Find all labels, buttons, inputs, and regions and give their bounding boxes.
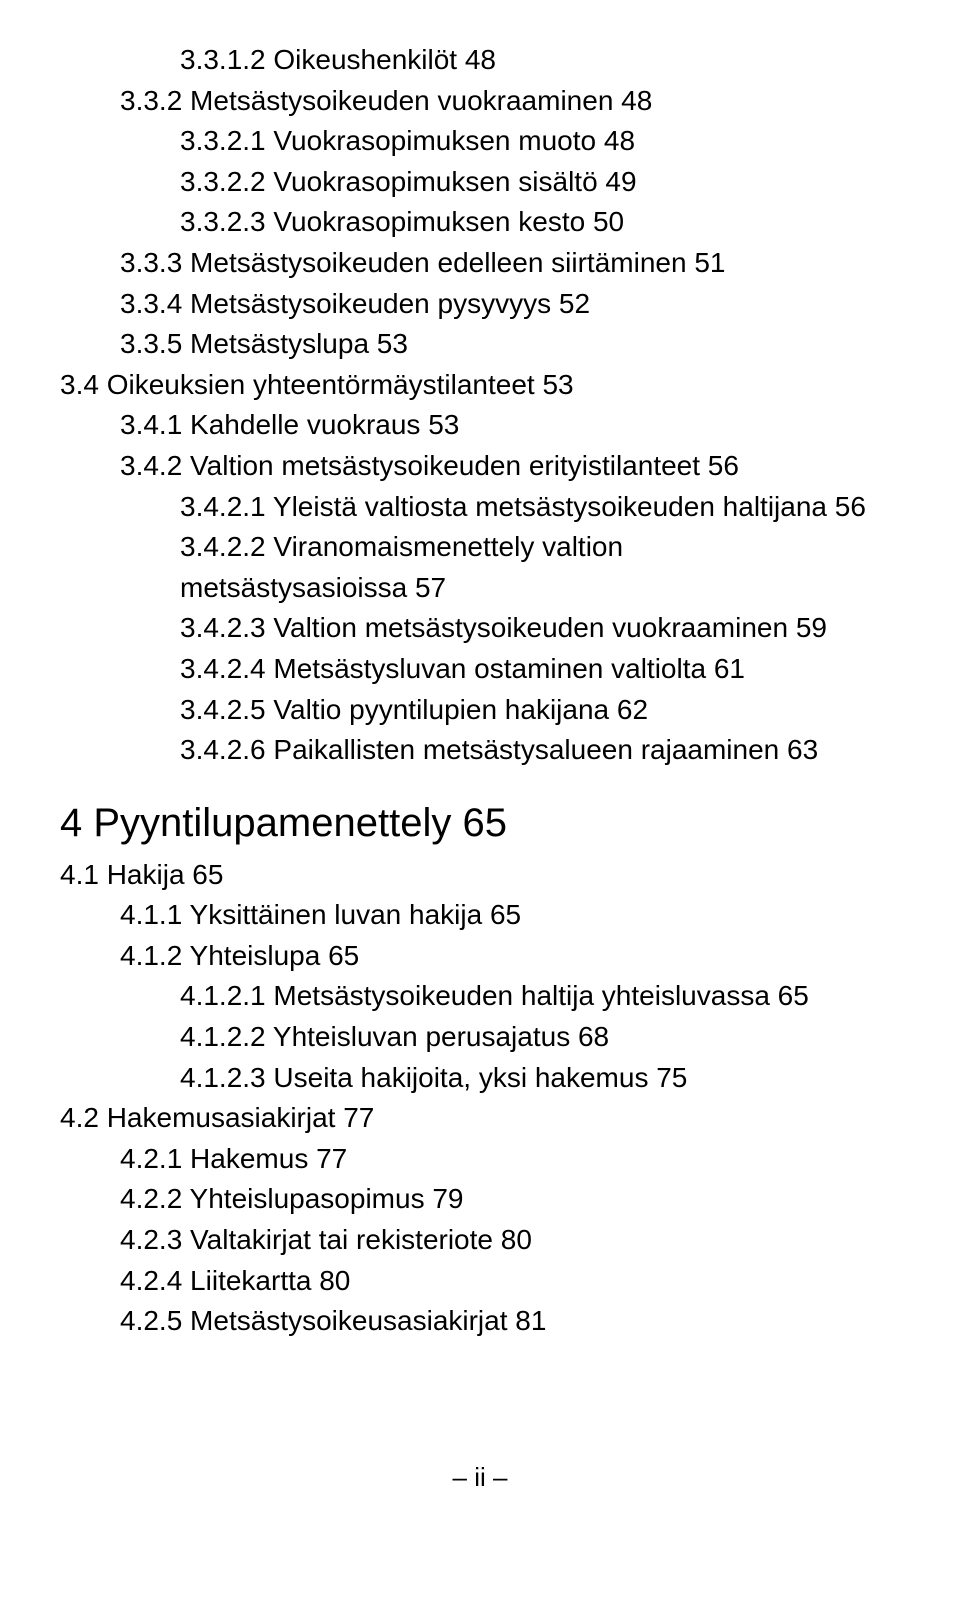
- toc-entry: 3.4.1 Kahdelle vuokraus 53: [60, 405, 900, 446]
- toc-entry: 3.4.2.6 Paikallisten metsästysalueen raj…: [60, 730, 900, 771]
- toc-entry: 3.3.3 Metsästysoikeuden edelleen siirtäm…: [60, 243, 900, 284]
- toc-entry: 3.4.2 Valtion metsästysoikeuden erityist…: [60, 446, 900, 487]
- toc-entry: 3.3.2 Metsästysoikeuden vuokraaminen 48: [60, 81, 900, 122]
- toc-entry: 3.4 Oikeuksien yhteentörmäystilanteet 53: [60, 365, 900, 406]
- toc-entry: 3.3.2.1 Vuokrasopimuksen muoto 48: [60, 121, 900, 162]
- toc-entry: 3.4.2.5 Valtio pyyntilupien hakijana 62: [60, 690, 900, 731]
- toc-entry: 3.4.2.3 Valtion metsästysoikeuden vuokra…: [60, 608, 900, 649]
- toc-entry: 4.1.2 Yhteislupa 65: [60, 936, 900, 977]
- toc-entry: 3.4.2.1 Yleistä valtiosta metsästysoikeu…: [60, 487, 900, 528]
- toc-entry: 4.1.2.1 Metsästysoikeuden haltija yhteis…: [60, 976, 900, 1017]
- toc-entry: 4.1.2.2 Yhteisluvan perusajatus 68: [60, 1017, 900, 1058]
- toc-entry: 4.1.2.3 Useita hakijoita, yksi hakemus 7…: [60, 1058, 900, 1099]
- toc-entry: 4.2 Hakemusasiakirjat 77: [60, 1098, 900, 1139]
- chapter-heading: 4 Pyyntilupamenettely 65: [60, 795, 900, 851]
- toc-entry: 3.4.2.4 Metsästysluvan ostaminen valtiol…: [60, 649, 900, 690]
- toc-entry: 3.3.5 Metsästyslupa 53: [60, 324, 900, 365]
- toc-entry: 4.1.1 Yksittäinen luvan hakija 65: [60, 895, 900, 936]
- toc-block-1: 3.3.1.2 Oikeushenkilöt 483.3.2 Metsästys…: [60, 40, 900, 771]
- toc-entry: 4.2.4 Liitekartta 80: [60, 1261, 900, 1302]
- toc-entry: 3.4.2.2 Viranomaismenettely valtion: [60, 527, 900, 568]
- toc-entry: metsästysasioissa 57: [60, 568, 900, 609]
- toc-entry: 4.1 Hakija 65: [60, 855, 900, 896]
- toc-entry: 3.3.4 Metsästysoikeuden pysyvyys 52: [60, 284, 900, 325]
- toc-entry: 3.3.2.3 Vuokrasopimuksen kesto 50: [60, 202, 900, 243]
- document-page: 3.3.1.2 Oikeushenkilöt 483.3.2 Metsästys…: [0, 0, 960, 1533]
- toc-entry: 4.2.1 Hakemus 77: [60, 1139, 900, 1180]
- toc-entry: 4.2.2 Yhteislupasopimus 79: [60, 1179, 900, 1220]
- toc-entry: 4.2.5 Metsästysoikeusasiakirjat 81: [60, 1301, 900, 1342]
- page-footer: – ii –: [60, 1462, 900, 1493]
- toc-entry: 3.3.1.2 Oikeushenkilöt 48: [60, 40, 900, 81]
- toc-entry: 4.2.3 Valtakirjat tai rekisteriote 80: [60, 1220, 900, 1261]
- toc-entry: 3.3.2.2 Vuokrasopimuksen sisältö 49: [60, 162, 900, 203]
- toc-block-2: 4.1 Hakija 654.1.1 Yksittäinen luvan hak…: [60, 855, 900, 1342]
